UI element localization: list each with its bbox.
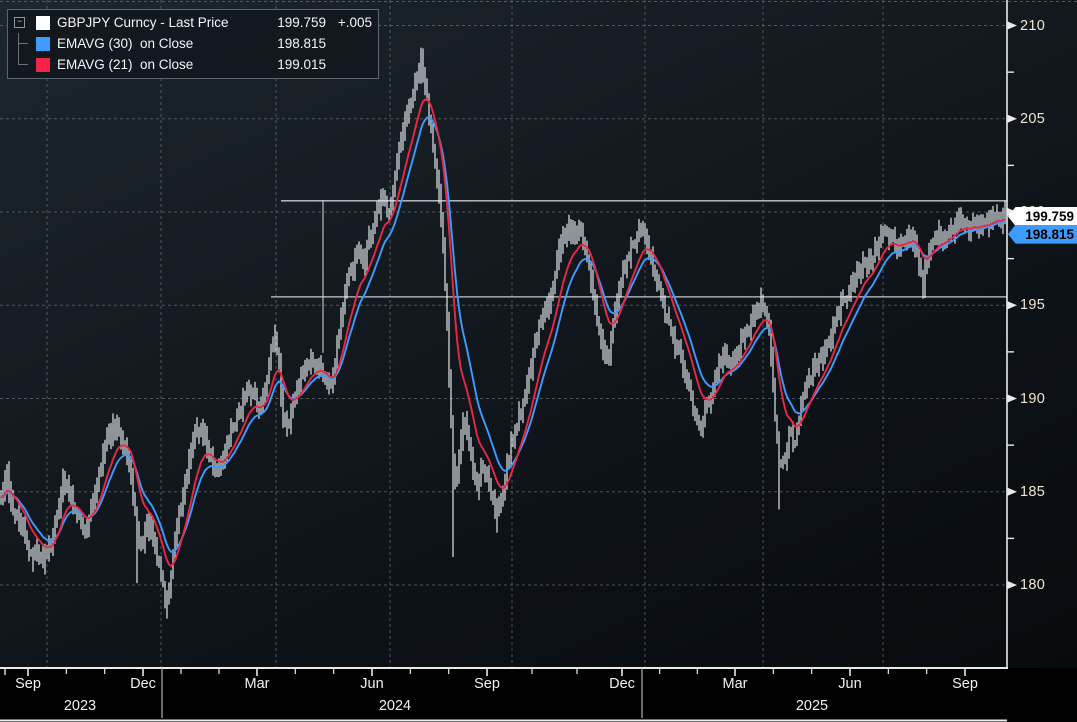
x-axis-month-label: Jun (838, 676, 862, 692)
emavg30-value: 198.815 (277, 36, 326, 51)
y-axis-tick-arrow-icon (1007, 301, 1017, 310)
collapse-expander-icon[interactable]: − (14, 17, 25, 28)
y-axis-tick-arrow-icon (1007, 580, 1017, 590)
legend-row-emavg30[interactable]: EMAVG (30) on Close 198.815 (12, 33, 372, 54)
legend-tree-branch (12, 33, 36, 54)
price-series-label: GBPJPY Curncy - Last Price (57, 15, 229, 30)
y-axis-tick-arrow-icon (1007, 394, 1017, 403)
y-axis-tick-arrow-icon (1007, 487, 1017, 496)
x-axis-month-label: Mar (244, 676, 270, 692)
x-axis-month-label: Jun (360, 676, 384, 692)
x-axis-year-label: 2023 (63, 698, 97, 714)
price-series-value: 199.759 (277, 15, 326, 30)
y-axis-tick-arrow-icon (1007, 114, 1017, 123)
legend-row-emavg21[interactable]: EMAVG (21) on Close 199.015 (12, 54, 372, 75)
emavg21-line (0, 98, 1006, 568)
legend-tree-branch (12, 54, 36, 75)
x-axis-month-label: Sep (474, 676, 500, 692)
x-axis-month-label: Dec (609, 676, 635, 692)
y-axis-tick-label: 185 (1020, 483, 1046, 500)
emavg30-line (0, 116, 1005, 553)
price-series-swatch-icon (36, 15, 50, 30)
y-axis-tick-label: 205 (1020, 110, 1046, 127)
emavg21-value: 199.015 (277, 57, 326, 72)
x-axis-year-label: 2025 (795, 698, 829, 714)
y-axis-tick-label: 210 (1020, 17, 1046, 34)
legend-row-price[interactable]: − GBPJPY Curncy - Last Price 199.759 +.0… (12, 12, 372, 33)
emavg21-label: EMAVG (21) on Close (57, 57, 194, 72)
emavg30-price-bubble: 198.815 (1008, 224, 1077, 244)
x-axis-month-label: Mar (722, 676, 748, 692)
last-price-bubble: 199.759 (1008, 206, 1077, 226)
price-bars-series (0, 47, 1006, 619)
y-axis-tick-label: 190 (1020, 390, 1046, 407)
legend-tree-node: − (12, 12, 36, 33)
chart-legend[interactable]: − GBPJPY Curncy - Last Price 199.759 +.0… (7, 9, 379, 79)
emavg30-label: EMAVG (30) on Close (57, 36, 194, 51)
emavg21-swatch-icon (36, 57, 50, 72)
x-axis-month-label: Sep (952, 676, 978, 692)
y-axis-tick-label: 180 (1020, 577, 1046, 593)
price-series-change: +.005 (337, 15, 372, 30)
emavg30-swatch-icon (36, 36, 50, 51)
x-axis-month-label: Sep (15, 676, 41, 692)
y-axis-tick-label: 195 (1020, 297, 1046, 314)
y-axis-tick-arrow-icon (1007, 21, 1017, 30)
x-axis-month-label: Dec (130, 676, 156, 692)
x-axis-year-label: 2024 (378, 698, 412, 714)
